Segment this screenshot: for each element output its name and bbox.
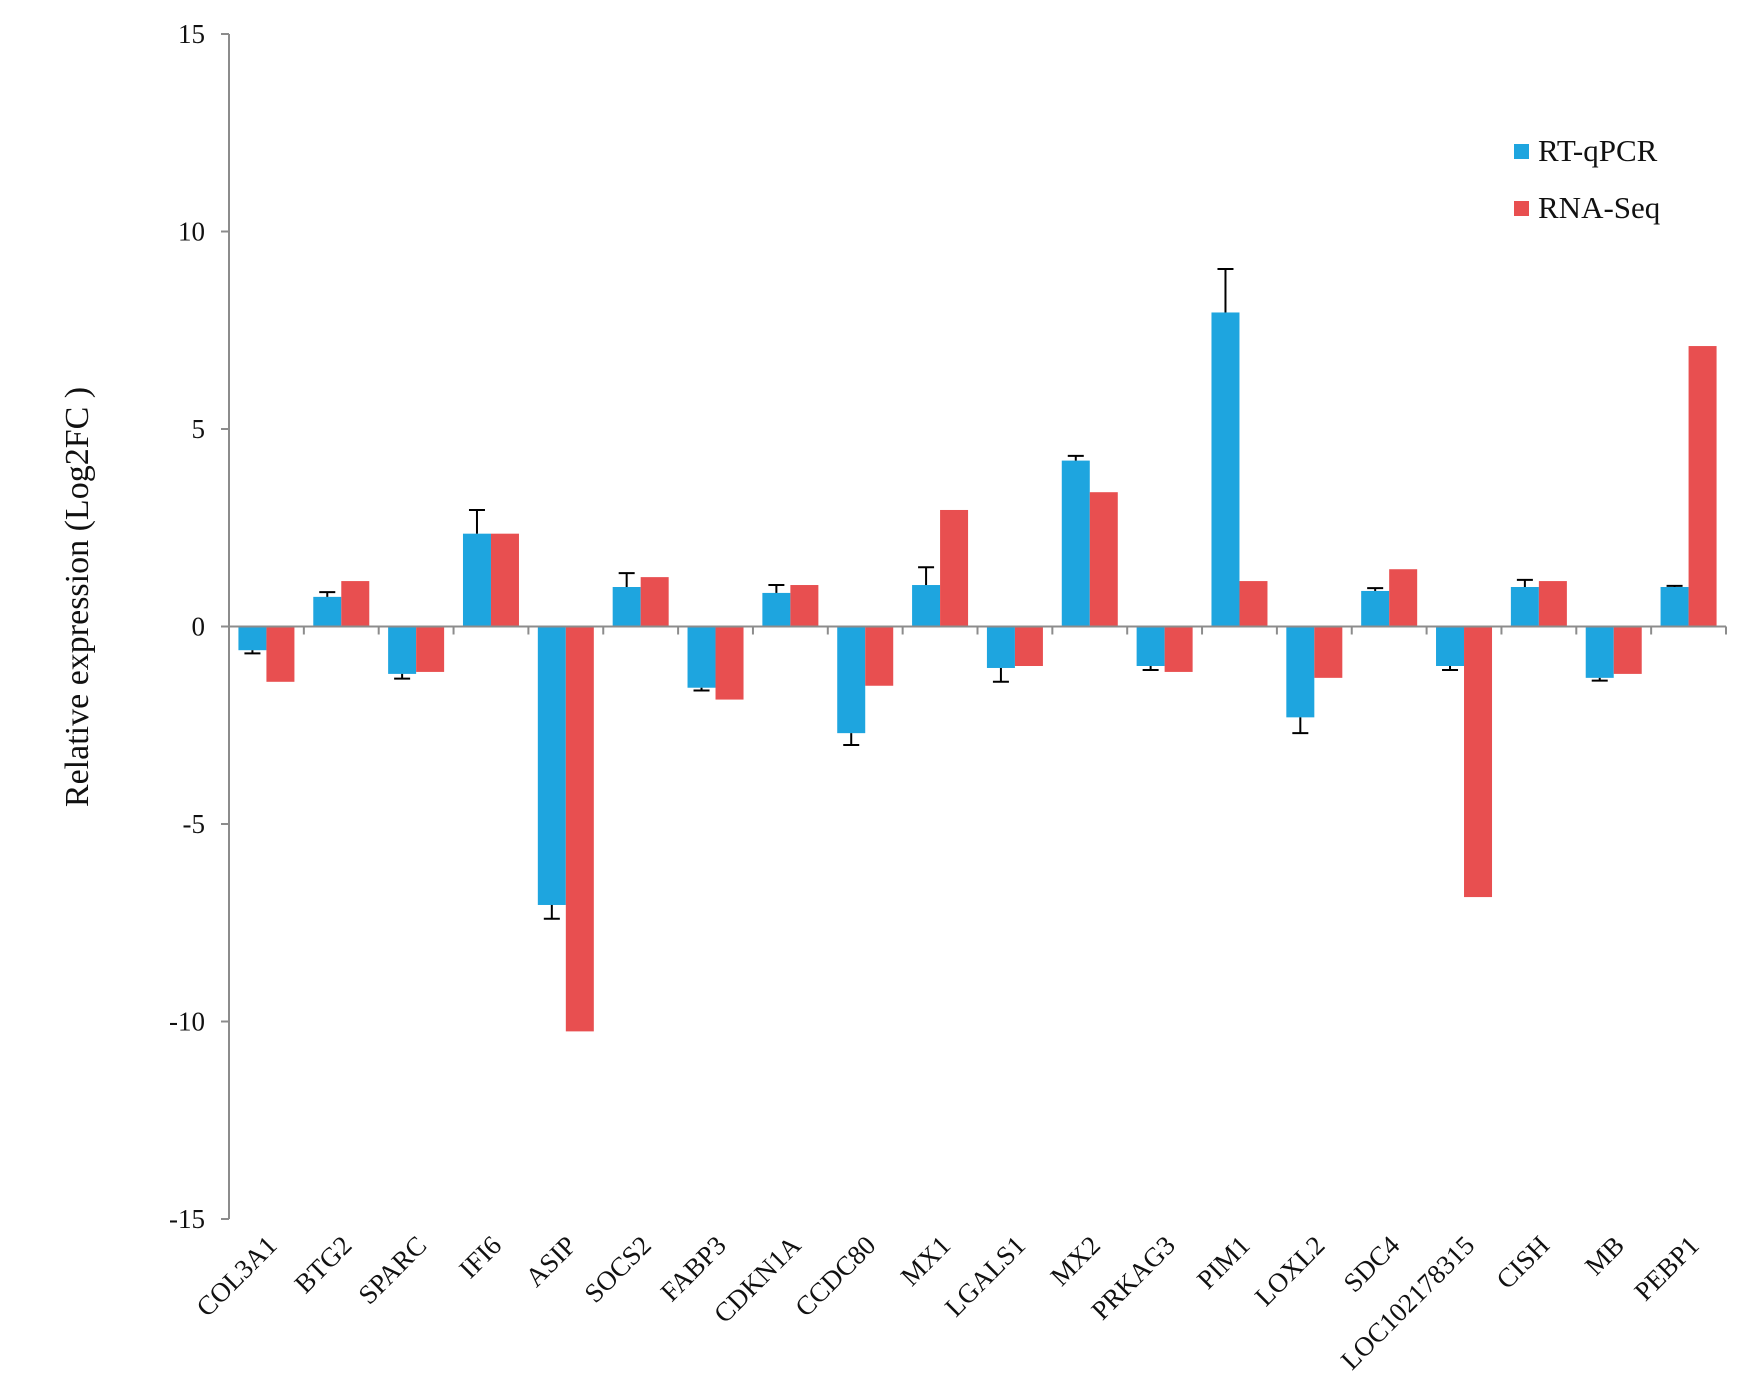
x-category-label: LOC102178315 [1335,1230,1480,1375]
y-tick-label: 5 [192,414,206,444]
y-tick-label: -5 [183,809,206,839]
bar-rna-seq [865,626,894,686]
bar-rt-qpcr [1286,626,1315,718]
x-category-label: PRKAG3 [1085,1230,1180,1325]
x-category-label: CISH [1490,1230,1555,1295]
bar-rna-seq [1538,581,1567,627]
bar-rt-qpcr [762,592,791,627]
bar-rna-seq [940,509,969,627]
x-category-label: SDC4 [1338,1230,1406,1298]
bar-rna-seq [1089,492,1118,627]
x-category-label: PEBP1 [1628,1230,1704,1306]
bar-rna-seq [1164,626,1193,672]
y-tick-label: 10 [178,217,205,247]
bar-rt-qpcr [687,626,716,688]
error-bars-group [244,268,1683,920]
y-tick-label: 15 [178,19,205,49]
bar-rna-seq [266,626,295,682]
x-category-label: COL3A1 [190,1230,282,1322]
bar-rna-seq [1389,569,1418,627]
bar-rna-seq [1014,626,1043,666]
bar-rt-qpcr [1510,587,1539,627]
y-axis-title: Relative expression (Log2FC ) [59,387,96,807]
bar-rna-seq [416,626,445,672]
bar-rt-qpcr [912,585,941,627]
bar-rna-seq [1464,626,1493,898]
bar-rna-seq [490,533,519,627]
bar-rt-qpcr [1585,626,1614,678]
bar-rna-seq [341,581,370,627]
y-tick-label: -10 [169,1007,205,1037]
bar-rt-qpcr [837,626,866,734]
bar-rt-qpcr [1061,460,1090,627]
bar-rt-qpcr [1361,590,1390,627]
bar-rt-qpcr [537,626,566,905]
bar-rna-seq [1314,626,1343,678]
x-category-label: LOXL2 [1249,1230,1331,1312]
bar-rt-qpcr [1211,312,1240,627]
legend-swatch-rna-seq [1514,201,1529,216]
bar-rna-seq [640,577,669,627]
bar-rna-seq [715,626,744,700]
bar-rna-seq [1613,626,1642,674]
bar-rt-qpcr [612,587,641,627]
bar-rt-qpcr [238,626,267,651]
bar-rna-seq [790,585,819,627]
x-category-label: SOCS2 [578,1230,657,1309]
bar-rna-seq [565,626,594,1032]
bars-group [238,312,1717,1032]
bar-rt-qpcr [313,596,342,627]
x-category-label: BTG2 [289,1230,358,1299]
y-tick-label: 0 [192,612,206,642]
x-category-label: MX2 [1044,1230,1106,1292]
bar-rt-qpcr [1660,587,1689,627]
bar-rna-seq [1688,346,1717,627]
y-axis-ticks: 15 10 5 0 -5 -10 -15 [169,19,229,1234]
bar-rt-qpcr [986,626,1015,668]
bar-rt-qpcr [1136,626,1165,666]
bar-rt-qpcr [462,533,491,627]
legend: RT-qPCR RNA-Seq [1514,133,1660,225]
bar-rt-qpcr [388,626,417,674]
x-category-label: SPARC [352,1230,432,1310]
x-category-label: PIM1 [1191,1230,1256,1295]
x-category-label: CCDC80 [789,1230,881,1322]
x-category-label: ASIP [519,1230,582,1293]
x-category-label: MB [1579,1230,1630,1281]
legend-swatch-rt-qpcr [1514,144,1529,159]
x-category-label: LGALS1 [939,1230,1031,1322]
bar-rt-qpcr [1436,626,1465,666]
bar-rna-seq [1239,581,1268,627]
y-tick-label: -15 [169,1204,205,1234]
x-category-label: IFI6 [453,1230,507,1284]
legend-label-rt-qpcr: RT-qPCR [1538,133,1658,168]
x-category-label: MX1 [895,1230,957,1292]
legend-label-rna-seq: RNA-Seq [1538,190,1660,225]
